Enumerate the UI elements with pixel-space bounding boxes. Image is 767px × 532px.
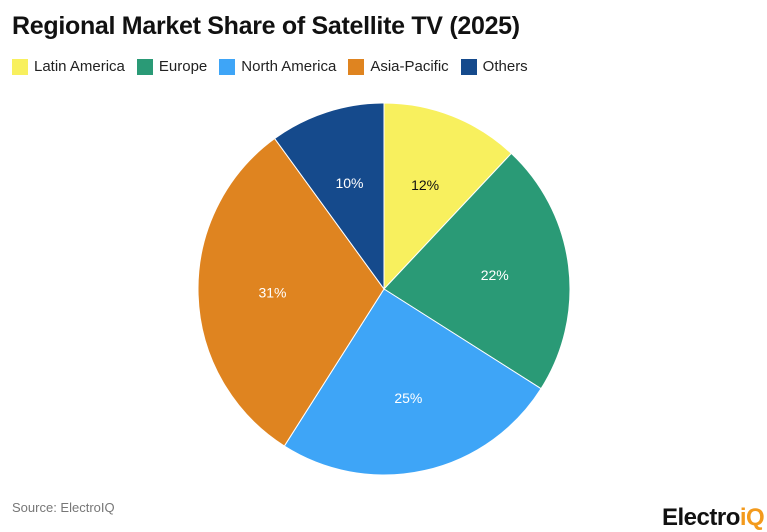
pie-slice xyxy=(383,102,513,291)
legend-swatch xyxy=(136,58,153,75)
slice-label: 10% xyxy=(335,175,363,191)
legend-label: Asia-Pacific xyxy=(370,58,449,75)
legend-item: Latin America xyxy=(12,58,125,75)
legend-label: Others xyxy=(482,58,528,75)
chart-title: Regional Market Share of Satellite TV (2… xyxy=(12,12,520,40)
slice-label: 12% xyxy=(411,177,439,193)
legend-label: Europe xyxy=(158,58,208,75)
pie-slice xyxy=(383,152,571,390)
legend-item: Asia-Pacific xyxy=(348,58,449,75)
legend-item: North America xyxy=(219,58,336,75)
electroiq-logo: ElectroiQ xyxy=(662,504,765,532)
legend-label: North America xyxy=(241,58,337,75)
slice-label: 22% xyxy=(481,267,509,283)
pie-slice xyxy=(273,102,385,291)
legend-item: Others xyxy=(460,58,528,75)
legend: Latin America Europe North America Asia-Pac… xyxy=(12,58,528,75)
source-note: Source: ElectroIQ xyxy=(12,500,115,515)
legend-swatch xyxy=(219,58,236,75)
pie-slice xyxy=(197,137,385,447)
pie-slice xyxy=(283,288,542,476)
slice-label: 31% xyxy=(258,285,286,301)
logo-accent: iQ xyxy=(739,504,765,531)
logo-main: Electro xyxy=(662,504,740,531)
legend-item: Europe xyxy=(136,58,208,75)
slice-label: 25% xyxy=(394,390,422,406)
legend-swatch xyxy=(348,58,365,75)
legend-swatch xyxy=(460,58,477,75)
legend-swatch xyxy=(12,58,28,75)
legend-label: Latin America xyxy=(34,58,125,75)
